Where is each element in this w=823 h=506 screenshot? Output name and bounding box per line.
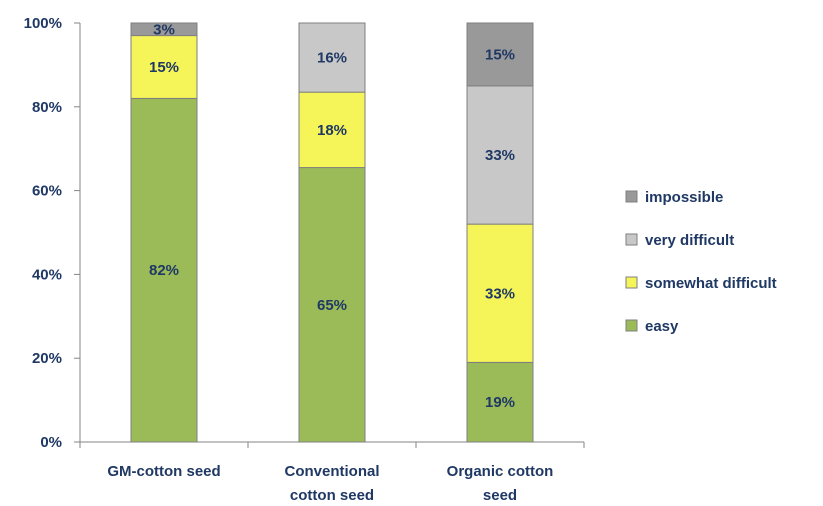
legend-label-very-difficult: very difficult [645, 232, 734, 249]
data-label-very-difficult: 33% [485, 147, 515, 164]
data-label-impossible: 3% [153, 21, 175, 38]
y-tick-label: 20% [32, 350, 62, 367]
data-label-very-difficult: 16% [317, 50, 347, 67]
data-label-somewhat-difficult: 18% [317, 122, 347, 139]
legend-swatch-very-difficult [625, 233, 638, 246]
bar-segment-easy [298, 167, 366, 443]
bar-segment-very-difficult [466, 85, 534, 225]
data-label-easy: 65% [317, 297, 347, 314]
legend-swatch-impossible [625, 190, 638, 203]
category-label: Organic cotton [447, 463, 554, 480]
bar-segment-impossible [466, 22, 534, 87]
category-label: Conventional [284, 463, 379, 480]
data-label-somewhat-difficult: 15% [149, 59, 179, 76]
bar-segment-easy [130, 97, 198, 443]
bar-segment-very-difficult [298, 22, 366, 93]
y-tick-label: 40% [32, 266, 62, 283]
y-tick-label: 0% [40, 434, 62, 451]
y-tick-label: 100% [24, 15, 62, 32]
legend-label-somewhat-difficult: somewhat difficult [645, 275, 777, 292]
y-tick-label: 80% [32, 99, 62, 116]
bar-segment-easy [466, 361, 534, 443]
category-label: seed [483, 487, 517, 504]
legend-label-easy: easy [645, 318, 679, 335]
bar-segment-impossible [130, 22, 198, 37]
legend-swatch-easy [625, 319, 638, 332]
data-label-easy: 82% [149, 262, 179, 279]
bar-segment-somewhat-difficult [298, 91, 366, 169]
legend-label-impossible: impossible [645, 189, 723, 206]
y-tick-label: 60% [32, 183, 62, 200]
legend-swatch-somewhat-difficult [625, 276, 638, 289]
category-label: cotton seed [290, 487, 374, 504]
data-label-easy: 19% [485, 394, 515, 411]
data-label-impossible: 15% [485, 46, 515, 63]
category-label: GM-cotton seed [107, 463, 220, 480]
data-label-somewhat-difficult: 33% [485, 285, 515, 302]
